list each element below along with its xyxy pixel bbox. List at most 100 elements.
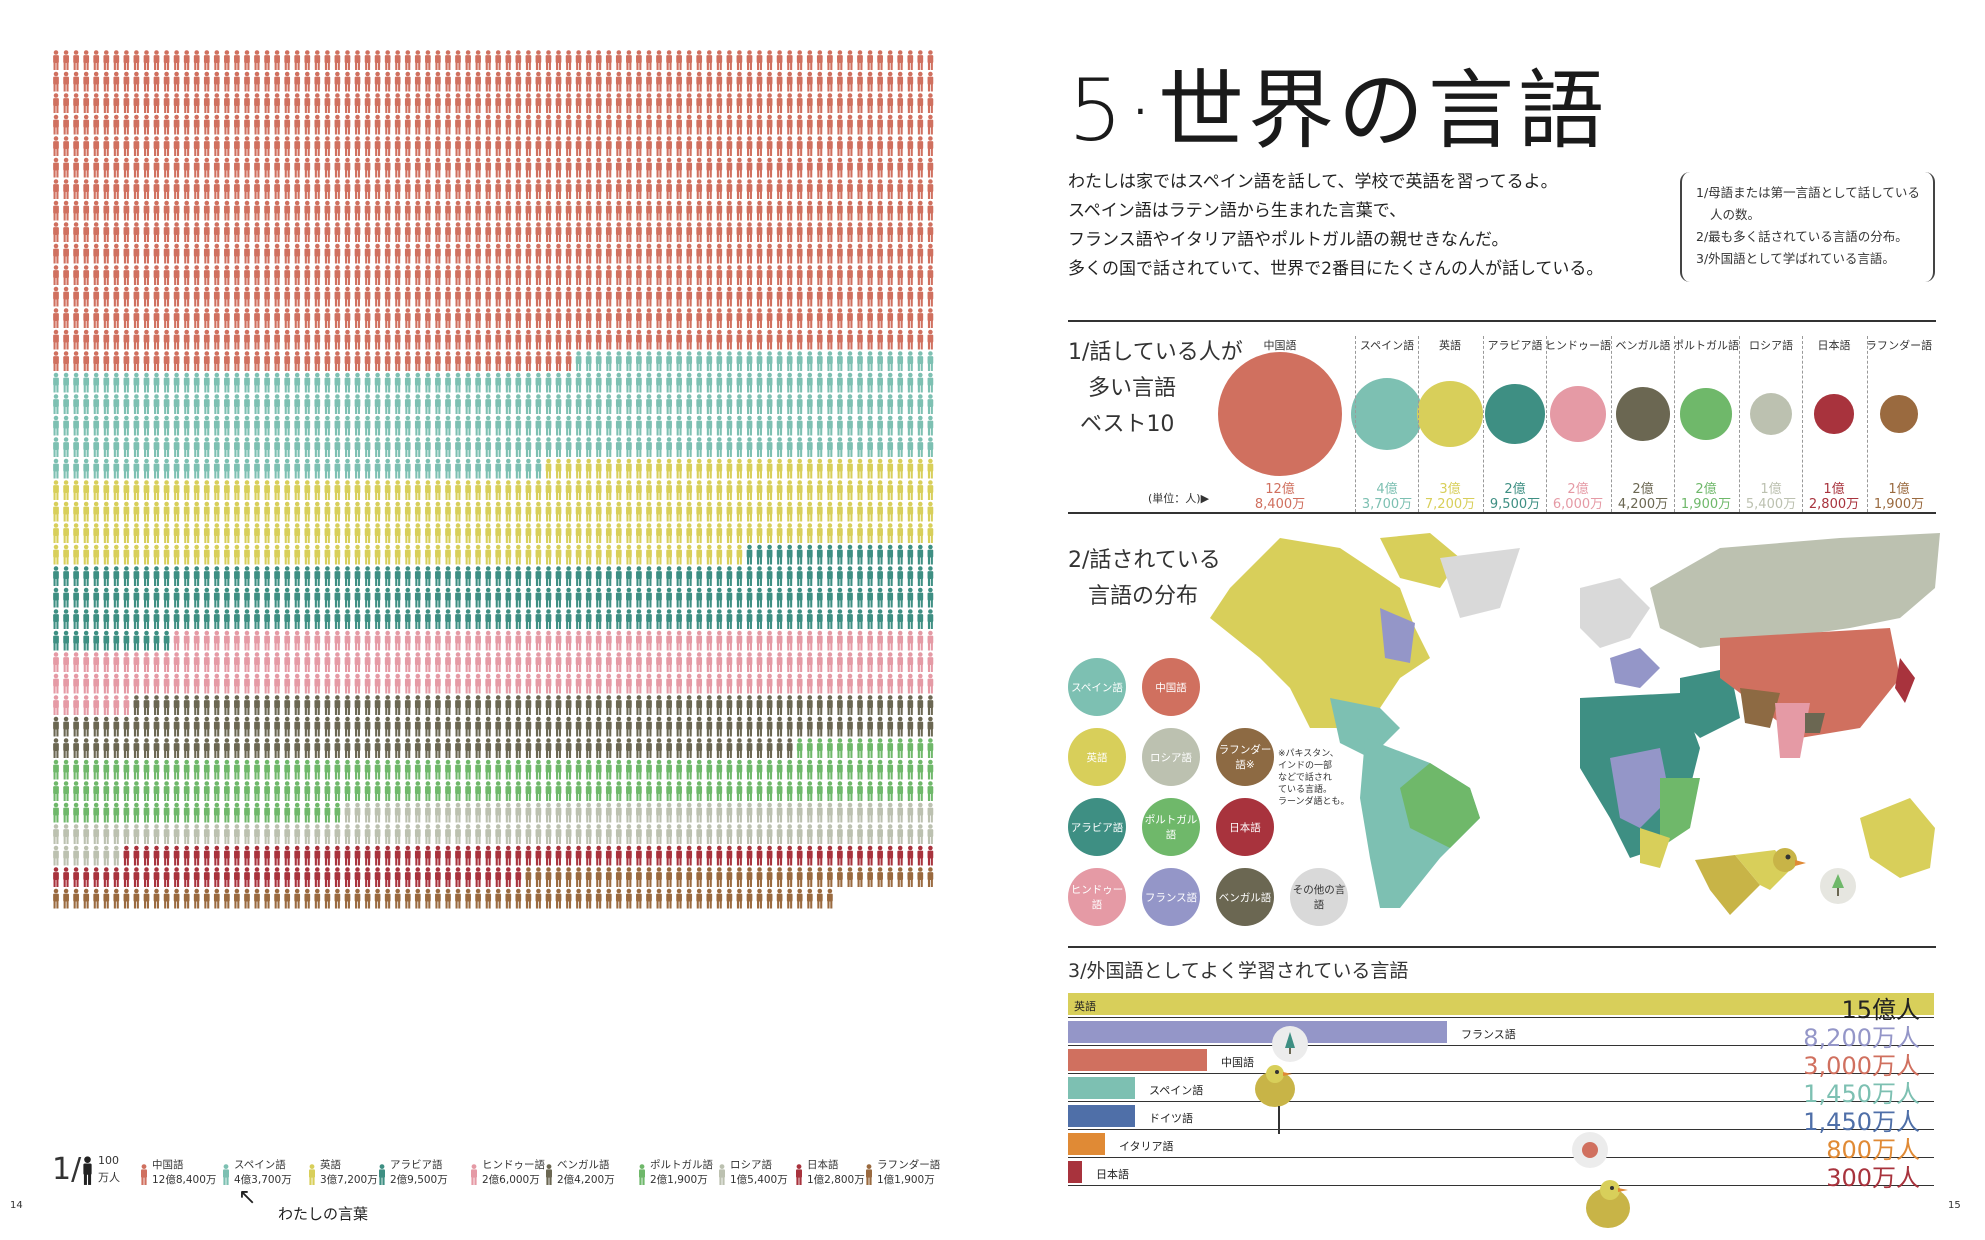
person-icon — [435, 888, 441, 909]
person-icon — [605, 329, 612, 350]
person-icon — [837, 609, 843, 629]
person-icon — [123, 544, 130, 565]
person-icon — [274, 308, 280, 328]
person-icon — [193, 243, 200, 264]
person-icon — [455, 179, 461, 199]
person-icon — [173, 136, 180, 156]
person-icon — [455, 480, 461, 500]
person-icon — [696, 286, 703, 307]
person-icon — [93, 308, 100, 328]
person-icon — [404, 867, 411, 887]
person-icon — [636, 587, 642, 608]
person-icon — [766, 759, 773, 780]
person-icon — [53, 802, 59, 823]
person-icon — [374, 802, 381, 823]
person-icon — [716, 802, 723, 823]
person-icon — [766, 802, 773, 823]
person-icon — [414, 243, 421, 264]
person-icon — [173, 157, 180, 178]
person-icon — [485, 157, 492, 178]
person-icon — [525, 286, 532, 307]
person-icon — [133, 50, 140, 70]
person-icon — [686, 781, 693, 801]
person-icon — [827, 566, 833, 586]
person-icon — [103, 372, 110, 393]
person-icon — [163, 888, 170, 909]
person-icon — [63, 501, 69, 522]
person-icon — [626, 566, 632, 586]
person-icon — [837, 136, 843, 156]
person-icon — [294, 652, 301, 672]
person-icon — [284, 523, 291, 543]
person-icon — [203, 867, 210, 887]
person-icon — [686, 71, 693, 92]
person-icon — [153, 609, 160, 629]
person-icon — [384, 716, 391, 737]
person-icon — [776, 738, 783, 758]
person-icon — [816, 372, 823, 393]
person-icon — [646, 845, 652, 866]
person-icon — [445, 566, 451, 586]
person-icon — [837, 243, 843, 264]
person-icon — [827, 738, 833, 758]
person-icon — [595, 265, 602, 285]
person-icon — [435, 802, 441, 823]
person-icon — [384, 845, 391, 866]
person-icon — [575, 222, 582, 242]
person-icon — [615, 566, 622, 586]
person-icon — [907, 673, 914, 694]
person-icon — [404, 394, 411, 414]
person-icon — [495, 566, 502, 586]
person-icon — [816, 243, 823, 264]
person-icon — [455, 114, 461, 135]
person-icon — [374, 286, 381, 307]
person-icon — [485, 71, 492, 92]
person-icon — [264, 136, 270, 156]
person-icon — [746, 824, 753, 844]
person-icon — [103, 867, 110, 887]
speaker-count-1: 2億 — [1567, 482, 1589, 497]
person-icon — [384, 308, 391, 328]
legend-item-value: 1億2,800万 — [807, 1174, 865, 1186]
person-icon — [857, 845, 863, 866]
person-icon — [153, 415, 160, 436]
person-icon — [445, 157, 451, 178]
person-icon — [203, 286, 210, 307]
person-icon — [224, 351, 230, 371]
person-icon — [555, 609, 562, 629]
person-icon — [565, 415, 572, 436]
person-icon — [394, 243, 401, 264]
person-icon — [555, 888, 562, 909]
person-icon — [384, 93, 391, 113]
person-icon — [867, 609, 873, 629]
person-icon — [907, 523, 914, 543]
person-icon — [445, 458, 451, 479]
person-icon — [927, 781, 934, 801]
person-icon — [605, 286, 612, 307]
person-icon — [344, 738, 351, 758]
person-icon — [897, 716, 904, 737]
person-icon — [485, 566, 492, 586]
person-icon — [776, 888, 783, 909]
person-icon — [666, 372, 672, 393]
person-icon — [143, 867, 150, 887]
person-icon — [716, 114, 723, 135]
person-icon — [626, 480, 632, 500]
person-icon — [334, 501, 341, 522]
person-icon — [244, 415, 250, 436]
person-icon — [927, 136, 934, 156]
person-icon — [414, 437, 421, 457]
person-icon — [515, 71, 522, 92]
person-icon — [364, 781, 371, 801]
person-icon — [414, 609, 421, 629]
person-icon — [565, 308, 572, 328]
person-icon — [183, 351, 190, 371]
person-icon — [294, 609, 301, 629]
person-icon — [113, 200, 120, 221]
person-icon — [455, 888, 461, 909]
person-icon — [847, 781, 853, 801]
person-icon — [63, 114, 69, 135]
person-icon — [354, 308, 361, 328]
person-icon — [776, 544, 783, 565]
person-icon — [897, 71, 904, 92]
